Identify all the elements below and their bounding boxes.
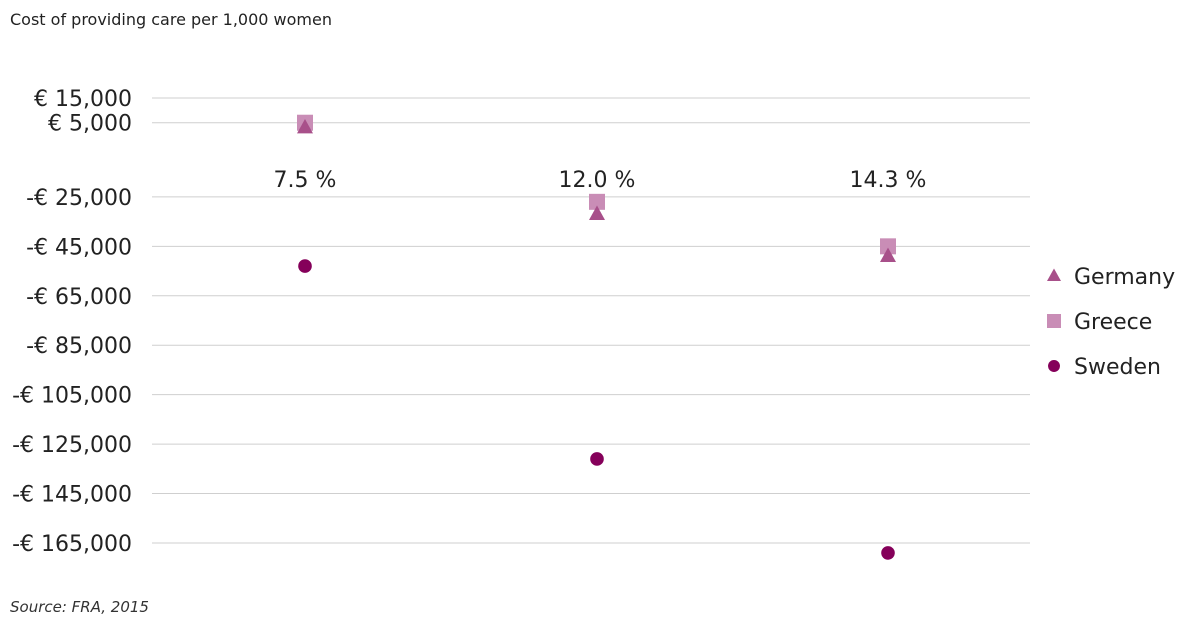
- greece-point: [589, 193, 605, 210]
- y-tick-label: € 15,000: [34, 87, 132, 112]
- sweden-point: [590, 452, 604, 466]
- category-label: 14.3 %: [850, 168, 927, 193]
- category-labels: 7.5 % 12.0 % 14.3 %: [274, 168, 927, 193]
- data-points: [297, 114, 896, 560]
- legend-greece-marker: [1047, 314, 1061, 328]
- y-tick-label: -€ 125,000: [12, 433, 132, 458]
- legend-sweden-marker: [1048, 360, 1060, 372]
- y-tick-label: -€ 105,000: [12, 384, 132, 409]
- greece-point: [880, 238, 896, 255]
- legend-greece-label: Greece: [1074, 310, 1152, 335]
- legend-germany-label: Germany: [1074, 265, 1175, 290]
- y-tick-label: -€ 145,000: [12, 483, 132, 508]
- germany-point: [589, 205, 605, 220]
- chart-title: Cost of providing care per 1,000 women: [10, 10, 332, 29]
- grid-lines: [152, 97, 1030, 544]
- y-tick-label: -€ 165,000: [12, 532, 132, 557]
- legend-sweden-label: Sweden: [1074, 355, 1161, 380]
- source-note: Source: FRA, 2015: [10, 598, 149, 616]
- y-tick-label: -€ 85,000: [26, 334, 132, 359]
- category-label: 7.5 %: [274, 168, 337, 193]
- y-tick-label: -€ 65,000: [26, 285, 132, 310]
- category-label: 12.0 %: [559, 168, 636, 193]
- y-tick-label: -€ 25,000: [26, 186, 132, 211]
- germany-point: [297, 119, 313, 134]
- y-tick-label: -€ 45,000: [26, 235, 132, 260]
- germany-point: [880, 247, 896, 262]
- legend-germany-marker: [1047, 268, 1061, 282]
- sweden-point: [298, 259, 312, 273]
- y-tick-label: € 5,000: [48, 112, 132, 137]
- y-axis-ticks: € 15,000€ 5,000 -€ 25,000 -€ 45,000 -€ 65,0…: [12, 87, 132, 557]
- sweden-point: [881, 546, 895, 560]
- legend: Germany Greece Sweden: [1047, 265, 1175, 380]
